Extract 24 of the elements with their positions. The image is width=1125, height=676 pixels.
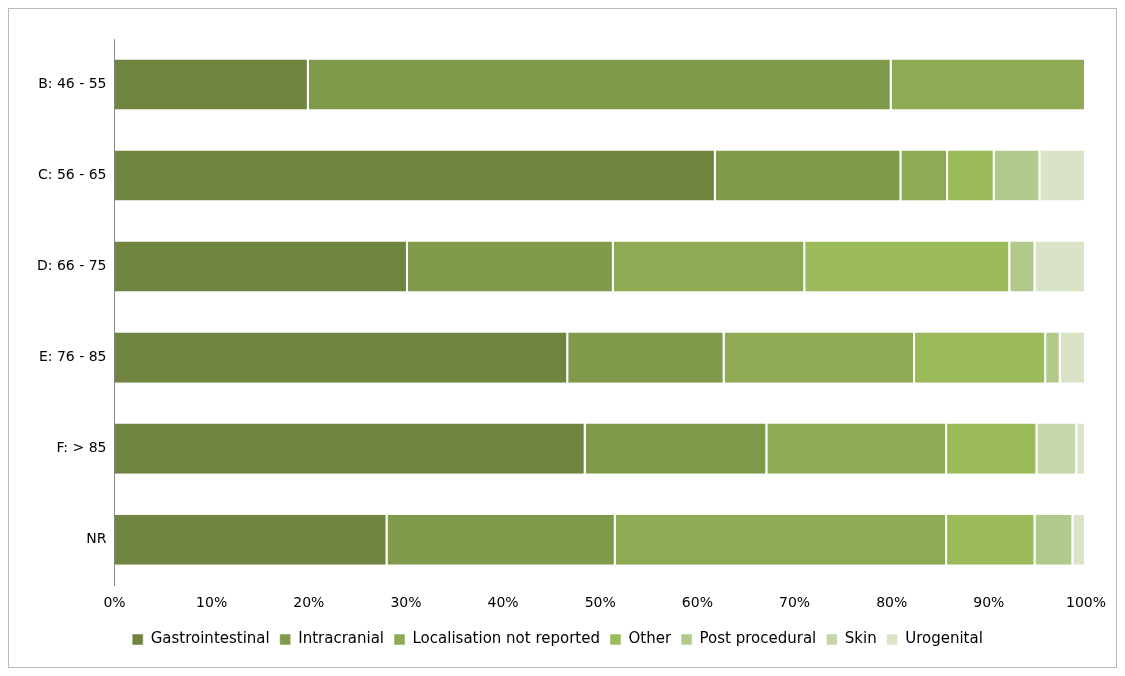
y-tick-label: D: 66 - 75 xyxy=(37,257,107,274)
x-tick-label: 10% xyxy=(196,594,228,611)
legend-label: Other xyxy=(628,629,672,648)
x-tick-label: 70% xyxy=(778,594,811,611)
x-tick-label: 40% xyxy=(487,594,519,611)
y-tick-label: C: 56 - 65 xyxy=(38,166,107,183)
legend-label: Skin xyxy=(844,629,877,648)
x-tick-label: 20% xyxy=(293,594,325,611)
legend-label: Intracranial xyxy=(298,629,385,648)
x-tick-label: 60% xyxy=(681,594,713,611)
x-tick-label: 80% xyxy=(876,594,908,611)
y-tick-label: B: 46 - 55 xyxy=(38,75,107,92)
y-tick-label: NR xyxy=(86,530,107,547)
x-tick-label: 50% xyxy=(584,594,616,611)
legend-label: Localisation not reported xyxy=(412,629,600,648)
x-tick-label: 100% xyxy=(1065,594,1106,611)
legend-label: Post procedural xyxy=(699,629,817,648)
y-tick-label: E: 76 - 85 xyxy=(38,348,107,365)
x-tick-label: 90% xyxy=(973,594,1005,611)
x-tick-label: 30% xyxy=(390,594,422,611)
x-tick-label: 0% xyxy=(103,594,126,611)
legend-label: Urogenital xyxy=(905,629,983,648)
legend-label: Gastrointestinal xyxy=(150,629,270,648)
y-tick-label: F: > 85 xyxy=(56,439,107,456)
